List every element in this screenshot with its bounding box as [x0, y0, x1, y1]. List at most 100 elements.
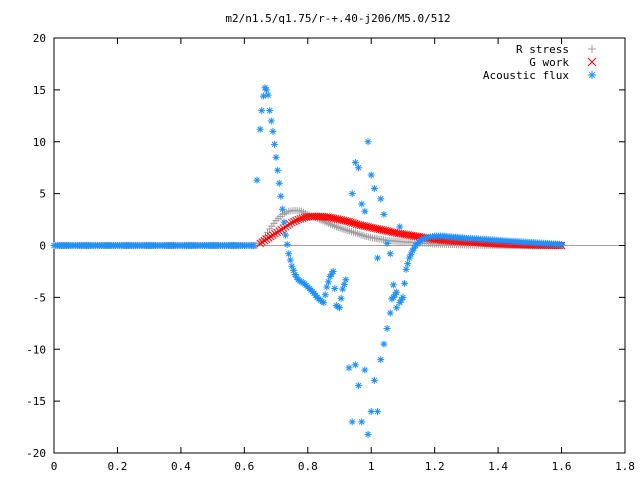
x-axis: 0 0.2 0.4 0.6 0.8 1 1.2 1.4 1.6 1.8	[51, 38, 635, 473]
y-tick-label: -15	[26, 395, 46, 408]
data-point	[386, 309, 394, 317]
data-point	[358, 418, 366, 426]
data-point	[263, 86, 271, 94]
y-tick-label: 20	[33, 32, 46, 45]
data-point	[558, 240, 566, 248]
data-point	[324, 278, 332, 286]
data-point	[344, 227, 352, 235]
data-point	[399, 293, 407, 301]
data-point	[291, 271, 299, 279]
data-point	[294, 215, 303, 224]
data-point	[277, 225, 286, 234]
data-point	[367, 171, 375, 179]
data-point	[307, 212, 315, 221]
data-point	[351, 361, 359, 369]
data-point	[264, 234, 273, 242]
data-point	[340, 225, 348, 233]
data-point	[283, 240, 291, 248]
data-point	[282, 231, 290, 239]
x-tick-label: 1.8	[615, 460, 635, 473]
data-point	[279, 224, 288, 233]
data-point	[380, 210, 388, 218]
series-acoustic-flux	[50, 84, 566, 438]
data-point	[262, 235, 271, 244]
data-point	[383, 239, 391, 247]
data-point	[275, 179, 283, 187]
data-point	[408, 247, 416, 255]
data-point	[260, 236, 269, 245]
data-point	[345, 364, 353, 372]
x-tick-label: 0	[51, 460, 58, 473]
y-tick-label: 15	[33, 84, 46, 97]
data-point	[321, 291, 329, 299]
data-point	[267, 117, 275, 125]
data-point	[420, 235, 428, 243]
data-point	[355, 382, 363, 390]
data-point	[258, 107, 266, 115]
data-point	[281, 222, 290, 231]
data-point	[355, 164, 363, 172]
data-point	[271, 229, 279, 238]
data-point	[328, 270, 336, 278]
data-point	[396, 223, 404, 231]
data-point	[370, 184, 378, 192]
data-point	[389, 281, 397, 289]
data-point	[270, 140, 278, 148]
data-point	[367, 408, 375, 415]
data-point	[364, 138, 372, 146]
data-point	[351, 159, 359, 166]
data-point	[323, 283, 331, 291]
data-point	[370, 376, 378, 384]
x-tick-label: 1	[368, 460, 375, 473]
data-point	[348, 418, 356, 426]
legend-marker	[587, 57, 597, 67]
data-point	[380, 340, 388, 348]
data-point	[402, 265, 410, 273]
data-point	[374, 254, 382, 262]
x-tick-label: 0.2	[108, 460, 128, 473]
data-point	[348, 190, 356, 198]
data-point	[277, 192, 285, 200]
data-point	[391, 291, 399, 299]
data-point	[293, 273, 301, 281]
x-tick-label: 1.2	[425, 460, 445, 473]
data-point	[337, 294, 345, 302]
data-point	[361, 366, 369, 374]
data-point	[404, 260, 412, 268]
data-point	[407, 250, 415, 258]
data-point	[269, 127, 277, 135]
data-point	[266, 107, 274, 115]
data-point	[288, 262, 296, 270]
data-point	[275, 227, 284, 235]
data-point	[320, 299, 328, 307]
data-point	[266, 232, 275, 241]
y-axis: -20 -15 -10 -5 0 5 10 15 20	[26, 32, 625, 460]
data-point	[364, 430, 372, 438]
data-point	[326, 273, 334, 281]
data-point	[397, 296, 405, 304]
legend-marker	[588, 71, 596, 79]
x-tick-label: 0.6	[234, 460, 254, 473]
data-point	[310, 212, 319, 221]
data-point	[355, 230, 363, 238]
data-point	[377, 356, 385, 364]
data-point	[308, 212, 317, 221]
data-point	[331, 285, 339, 293]
data-point	[292, 216, 300, 225]
data-point	[357, 231, 365, 239]
data-point	[351, 229, 359, 237]
data-point	[274, 166, 282, 174]
data-point	[359, 232, 367, 240]
y-tick-label: -10	[26, 343, 46, 356]
data-point	[329, 267, 337, 275]
y-tick-label: 5	[39, 188, 46, 201]
data-point	[256, 125, 264, 133]
data-point	[256, 239, 265, 248]
data-point	[393, 288, 401, 296]
data-point	[264, 91, 272, 99]
legend-label: G work	[529, 56, 569, 69]
data-point	[393, 304, 401, 312]
data-point	[272, 153, 280, 161]
x-tick-label: 0.4	[171, 460, 191, 473]
